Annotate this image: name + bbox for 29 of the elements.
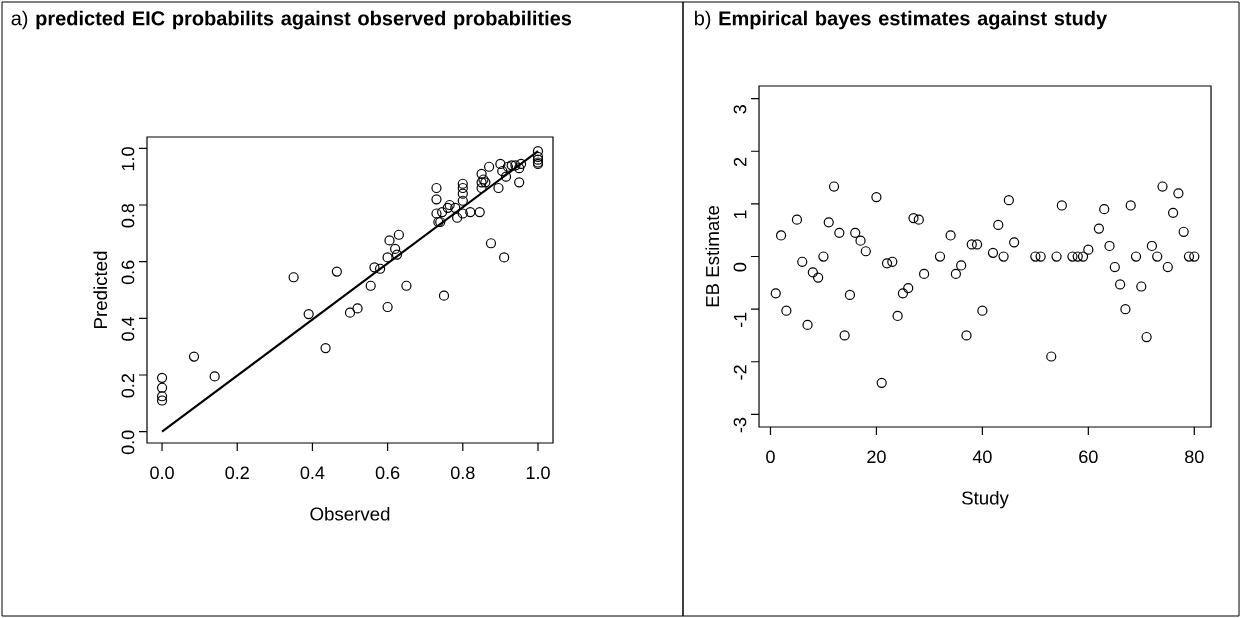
x-tick-label: 0.6 xyxy=(375,466,400,480)
y-tick-label: -3 xyxy=(733,417,747,433)
x-tick-label: 60 xyxy=(1079,450,1098,464)
x-axis-title: Study xyxy=(962,490,1009,509)
x-tick-label: 20 xyxy=(867,450,886,464)
x-tick-label: 0.2 xyxy=(225,466,249,480)
y-axis-title: Predicted xyxy=(93,251,108,328)
y-tick-label: 0.4 xyxy=(121,317,135,341)
y-tick-label: 0 xyxy=(733,262,747,272)
x-axis-title: Observed xyxy=(310,506,390,521)
y-tick-label: 0.8 xyxy=(121,203,135,228)
y-axis-title: EB Estimate xyxy=(705,205,720,307)
x-tick-label: 0.4 xyxy=(300,466,325,480)
x-tick-label: 0 xyxy=(766,450,775,464)
chart-title: b) Empirical bayes estimates against study xyxy=(695,10,1108,30)
y-tick-label: 1.0 xyxy=(121,147,135,171)
y-tick-label: 0.2 xyxy=(121,374,135,398)
y-tick-label: 3 xyxy=(733,105,747,114)
y-tick-label: -1 xyxy=(733,312,747,328)
y-tick-label: 1 xyxy=(733,210,747,219)
x-tick-label: 0.0 xyxy=(150,466,174,480)
x-tick-label: 40 xyxy=(972,450,992,464)
y-tick-label: 0.6 xyxy=(121,260,135,285)
x-tick-label: 1.0 xyxy=(526,466,550,480)
x-tick-label: 80 xyxy=(1185,450,1204,464)
y-tick-label: -2 xyxy=(733,365,747,380)
chart-title: a) predicted EIC probabilits against observed probabilities xyxy=(11,10,572,30)
y-tick-label: 2 xyxy=(733,157,747,167)
x-tick-label: 0.8 xyxy=(450,466,475,480)
